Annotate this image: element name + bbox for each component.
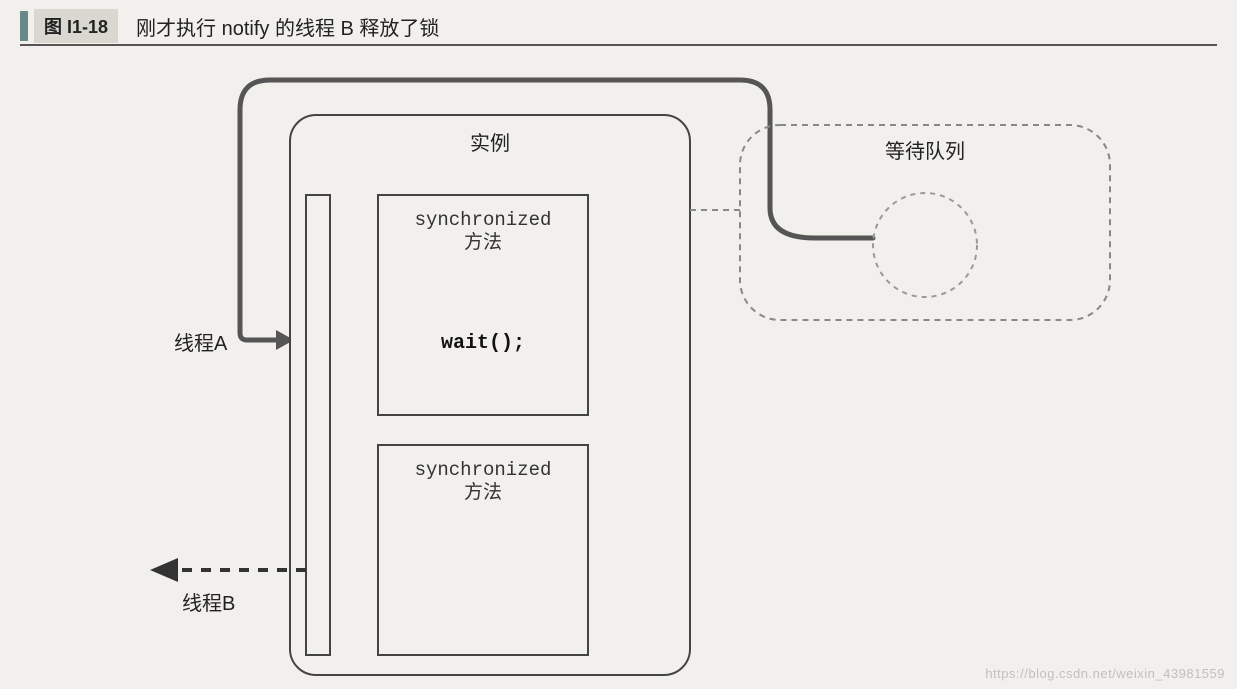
figure-title: 刚才执行 notify 的线程 B 释放了锁 (136, 12, 439, 41)
sync-method-1-label-sub: 方法 (464, 231, 502, 253)
diagram-canvas: 实例 synchronized 方法 wait(); synchronized … (0, 50, 1237, 680)
thread-b-label: 线程B (182, 592, 235, 615)
sync-method-2-label-sub: 方法 (464, 481, 502, 503)
sync-method-2-label-top: synchronized (415, 459, 552, 481)
figure-label: 图 I1-18 (34, 9, 118, 43)
thread-b-arrowhead (150, 558, 178, 582)
wait-queue-slot-circle (873, 193, 977, 297)
lock-bar (306, 195, 330, 655)
figure-header: 图 I1-18 刚才执行 notify 的线程 B 释放了锁 (20, 8, 1217, 46)
thread-a-label: 线程A (174, 332, 228, 355)
header-accent-bar (20, 11, 28, 41)
sync-method-1-code: wait(); (441, 332, 525, 355)
wait-queue-label: 等待队列 (885, 140, 965, 163)
sync-method-1-label-top: synchronized (415, 209, 552, 231)
watermark-text: https://blog.csdn.net/weixin_43981559 (985, 666, 1225, 681)
instance-label: 实例 (470, 132, 510, 155)
